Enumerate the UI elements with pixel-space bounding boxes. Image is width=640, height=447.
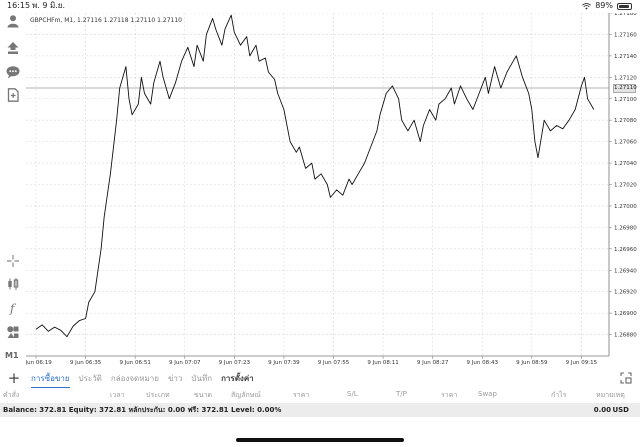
status-bar: 16:15 พ. 9 มิ.ย. 89% bbox=[0, 0, 640, 12]
y-tick-label: 1.27040 bbox=[614, 161, 637, 167]
column-current-price: ราคา bbox=[441, 391, 458, 399]
y-tick-label: 1.26920 bbox=[614, 290, 637, 296]
svg-text:f: f bbox=[9, 302, 17, 316]
account-currency: USD bbox=[612, 406, 629, 414]
status-time: 16:15 bbox=[7, 1, 31, 10]
battery-icon bbox=[617, 2, 632, 10]
x-tick-label: 9 Jun 07:39 bbox=[268, 360, 300, 366]
status-indicators: 89% bbox=[582, 0, 632, 12]
x-tick-label: 9 Jun 06:19 bbox=[26, 360, 52, 366]
candlestick-icon[interactable] bbox=[5, 276, 21, 292]
price-chart[interactable]: 1.27180 1.27160 1.27140 1.27120 1.27100 1.270… bbox=[26, 13, 640, 366]
x-tick-label: 9 Jun 06:35 bbox=[70, 360, 102, 366]
column-price: ราคา bbox=[293, 391, 310, 399]
column-size: ขนาด bbox=[194, 391, 213, 399]
column-comment: หมายเหตุ bbox=[596, 391, 625, 399]
y-tick-label: 1.27080 bbox=[614, 118, 637, 124]
y-tick-label: 1.27100 bbox=[614, 97, 637, 103]
tab-mailbox[interactable]: กล่องจดหมาย bbox=[110, 374, 159, 383]
x-tick-label: 9 Jun 06:51 bbox=[119, 360, 150, 366]
y-tick-label: 1.26940 bbox=[614, 268, 637, 274]
crosshair-icon[interactable] bbox=[5, 253, 21, 269]
chat-icon[interactable] bbox=[5, 64, 21, 80]
tab-settings[interactable]: การตั้งค่า bbox=[221, 374, 254, 383]
status-date: พ. 9 มิ.ย. bbox=[32, 1, 66, 10]
tab-history[interactable]: ประวัติ bbox=[78, 374, 102, 383]
total-profit: 0.00 bbox=[593, 406, 611, 414]
y-tick-label: 1.27140 bbox=[614, 54, 637, 60]
x-tick-label: 9 Jun 07:55 bbox=[318, 360, 350, 366]
y-tick-label: 1.26980 bbox=[614, 225, 637, 231]
x-tick-label: 9 Jun 07:07 bbox=[169, 360, 201, 366]
bottom-tabs: การซื้อขาย ประวัติ กล่องจดหมาย ข่าว บันท… bbox=[31, 372, 254, 388]
column-swap: Swap bbox=[478, 390, 497, 398]
column-tp: T/P bbox=[396, 390, 407, 398]
home-indicator bbox=[236, 438, 404, 442]
function-icon[interactable]: f bbox=[5, 300, 21, 316]
x-tick-label: 9 Jun 09:15 bbox=[566, 360, 598, 366]
x-tick-label: 9 Jun 08:27 bbox=[417, 360, 449, 366]
y-tick-label: 1.26960 bbox=[614, 247, 637, 253]
y-tick-label: 1.27160 bbox=[614, 32, 637, 38]
y-tick-label: 1.27020 bbox=[614, 183, 637, 189]
add-icon[interactable]: + bbox=[7, 369, 21, 387]
document-icon[interactable] bbox=[5, 87, 21, 103]
bottom-toolbar: + การซื้อขาย ประวัติ กล่องจดหมาย ข่าว บั… bbox=[0, 368, 640, 388]
x-tick-label: 9 Jun 08:11 bbox=[367, 360, 398, 366]
price-series-line bbox=[35, 14, 595, 338]
column-time: เวลา bbox=[110, 391, 125, 399]
column-symbol: สัญลักษณ์ bbox=[231, 391, 261, 399]
current-price-tag: 1.27110 bbox=[613, 83, 637, 93]
objects-icon[interactable] bbox=[5, 324, 21, 340]
trade-table-header: คำสั่ง เวลา ประเภท ขนาด สัญลักษณ์ ราคา S… bbox=[0, 389, 640, 401]
expand-icon[interactable] bbox=[620, 372, 632, 384]
x-tick-label: 9 Jun 08:43 bbox=[467, 360, 499, 366]
y-tick-label: 1.27000 bbox=[614, 204, 637, 210]
chart-header: GBPCHFm, M1, 1.27116 1.27118 1.27110 1.2… bbox=[30, 17, 182, 24]
y-tick-label: 1.27120 bbox=[614, 75, 637, 81]
left-toolbar: f M1 bbox=[0, 13, 26, 366]
column-order: คำสั่ง bbox=[3, 391, 20, 399]
x-tick-label: 9 Jun 07:23 bbox=[219, 360, 251, 366]
account-summary: Balance: 372.81 Equity: 372.81 หลักประกั… bbox=[3, 406, 282, 414]
y-tick-label: 1.26900 bbox=[614, 311, 637, 317]
tab-journal[interactable]: บันทึก bbox=[191, 374, 213, 383]
wifi-icon bbox=[582, 2, 592, 10]
tab-news[interactable]: ข่าว bbox=[167, 374, 183, 383]
timeframe-button[interactable]: M1 bbox=[5, 351, 19, 360]
column-sl: S/L bbox=[347, 390, 358, 398]
x-tick-label: 9 Jun 08:59 bbox=[516, 360, 548, 366]
open-order-icon[interactable] bbox=[5, 40, 21, 56]
tab-trade[interactable]: การซื้อขาย bbox=[31, 372, 70, 388]
y-tick-label: 1.27060 bbox=[614, 140, 637, 146]
y-tick-label: 1.27180 bbox=[614, 13, 637, 17]
column-profit: กำไร bbox=[551, 391, 567, 399]
balance-bar: Balance: 372.81 Equity: 372.81 หลักประกั… bbox=[0, 403, 640, 417]
column-type: ประเภท bbox=[146, 391, 170, 399]
y-tick-label: 1.26880 bbox=[614, 333, 637, 339]
person-icon[interactable] bbox=[5, 13, 21, 29]
battery-percent: 89% bbox=[595, 1, 613, 10]
plot-area bbox=[26, 13, 609, 356]
